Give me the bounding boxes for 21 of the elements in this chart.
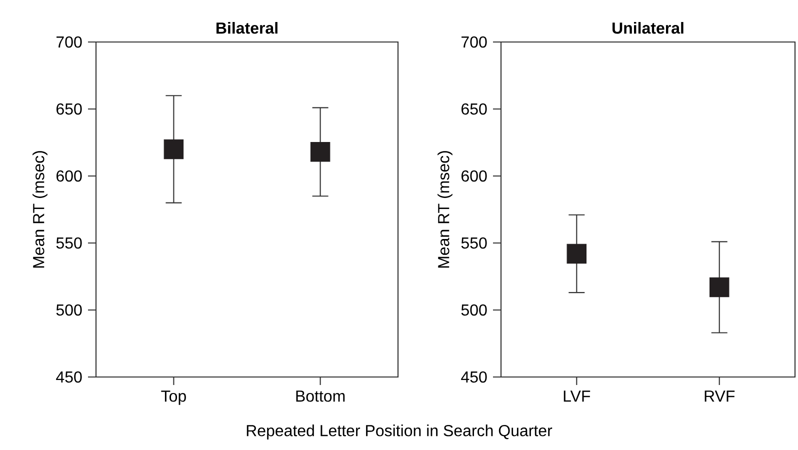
y-tick-label: 450 <box>56 371 82 383</box>
chart-title: Bilateral <box>216 22 278 34</box>
x-tick-label: RVF <box>704 390 735 402</box>
y-tick-label: 700 <box>462 36 487 48</box>
y-tick-label: 600 <box>462 170 487 182</box>
x-tick-label: Bottom <box>296 390 345 402</box>
y-tick-label: 500 <box>56 304 82 316</box>
chart-title: Unilateral <box>612 22 684 34</box>
y-tick-label: 700 <box>56 36 82 48</box>
x-tick-label: Top <box>161 390 186 405</box>
y-tick-label: 650 <box>462 103 487 115</box>
y-axis-title: Mean RT (msec) <box>32 151 48 268</box>
x-axis-title: Repeated Letter Position in Search Quarter <box>246 424 552 440</box>
y-tick-label: 600 <box>56 170 82 182</box>
y-tick-label: 550 <box>56 237 82 249</box>
y-axis-title: Mean RT (msec) <box>438 151 452 268</box>
y-tick-label: 550 <box>461 237 487 249</box>
y-tick-label: 650 <box>56 103 82 115</box>
y-tick-label: 450 <box>461 371 487 383</box>
x-tick-label: LVF <box>564 390 590 402</box>
y-tick-label: 500 <box>461 304 487 316</box>
